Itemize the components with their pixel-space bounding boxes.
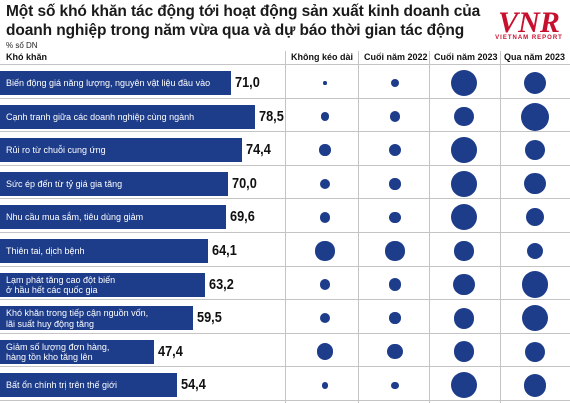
data-label: 69,6 <box>230 208 256 226</box>
bar <box>0 171 228 196</box>
bubble <box>321 382 329 389</box>
bubble <box>454 241 474 261</box>
bar-label: Rủi ro từ chuỗi cung ứng <box>6 145 106 156</box>
data-label: 59,5 <box>197 309 223 327</box>
bubble <box>521 271 549 298</box>
bubble <box>319 144 331 156</box>
bubble <box>323 81 327 85</box>
bar-label: Thiên tai, dịch bệnh <box>6 246 85 256</box>
bar-label: Sức ép đến từ tỷ giá gia tăng <box>6 178 123 189</box>
bubble <box>454 107 474 127</box>
bubble <box>524 173 546 195</box>
bubble <box>524 341 546 362</box>
data-label: 74,4 <box>245 141 271 159</box>
bubble <box>319 212 331 223</box>
bubble <box>389 111 401 123</box>
data-label: 78,5 <box>259 107 284 125</box>
unit-label: % số DN <box>6 41 38 50</box>
bubble <box>450 69 478 97</box>
data-label: 70,0 <box>231 174 257 192</box>
data-label: 64,1 <box>212 242 238 259</box>
bubble <box>389 178 401 190</box>
bubble <box>523 71 547 95</box>
column-divider <box>358 51 359 403</box>
bubble <box>388 143 402 157</box>
bar <box>0 71 231 95</box>
bar <box>0 239 209 263</box>
bubble <box>525 208 545 227</box>
bubble <box>453 273 475 296</box>
bar <box>0 205 227 230</box>
bubble <box>521 102 549 131</box>
logo-text: VNR <box>498 6 560 39</box>
bubble <box>385 241 405 261</box>
chart-title: Một số khó khăn tác động tới hoạt động s… <box>6 3 481 39</box>
bubble <box>389 312 401 324</box>
bubble <box>450 204 478 231</box>
header-col-4: Qua năm 2023 <box>504 52 566 62</box>
bubble <box>526 242 544 260</box>
bubble <box>451 137 477 163</box>
bubble <box>319 313 331 324</box>
bubble <box>521 305 549 332</box>
column-divider <box>285 51 286 403</box>
bar-label: Lạm phát tăng cao đột biến ở hầu hết các … <box>6 274 116 296</box>
bubble <box>389 211 401 224</box>
vnr-logo: VNR <box>498 6 560 39</box>
bubble <box>388 278 402 291</box>
bar-label: Nhu cầu mua sắm, tiêu dùng giảm <box>6 212 144 223</box>
bubble <box>315 241 335 261</box>
bubble <box>451 171 477 197</box>
bubble <box>316 343 334 361</box>
bubble <box>320 112 330 122</box>
bar <box>0 339 155 364</box>
bar <box>0 138 242 163</box>
header-col-3: Cuối năm 2023 <box>434 52 498 62</box>
bubble <box>523 373 547 397</box>
bar <box>0 104 256 129</box>
bar-label: Giảm số lượng đơn hàng, hàng tồn kho tăng… <box>6 341 110 363</box>
data-label: 71,0 <box>234 74 260 91</box>
bar-label: Cạnh tranh giữa các doanh nghiệp cùng ng… <box>6 111 195 122</box>
bubble <box>387 344 403 360</box>
column-divider <box>429 51 430 403</box>
bubble <box>453 341 475 363</box>
bar-label: Biến động giá năng lượng, nguyên vật liệ… <box>6 78 211 88</box>
bubble <box>453 307 475 329</box>
bar <box>0 306 194 331</box>
bubble <box>319 279 331 290</box>
header-category: Khó khăn <box>6 52 48 62</box>
bar <box>0 373 177 398</box>
column-divider <box>500 51 501 403</box>
header-col-1: Không kéo dài <box>291 52 354 62</box>
bubble <box>390 78 400 88</box>
bubble <box>319 178 331 189</box>
bar-label: Bất ổn chính trị trên thế giới <box>6 380 117 391</box>
bubble <box>450 372 478 399</box>
data-label: 54,4 <box>180 376 206 394</box>
data-label: 63,2 <box>209 275 235 293</box>
bubble <box>391 381 399 389</box>
bar-label: Khó khăn trong tiếp cận nguồn vốn, lãi su… <box>6 308 149 329</box>
bubble <box>525 140 545 161</box>
bar <box>0 272 206 297</box>
header-col-2: Cuối năm 2022 <box>364 52 428 62</box>
logo-subtitle: VIETNAM REPORT <box>495 35 563 41</box>
data-label: 47,4 <box>158 342 183 360</box>
